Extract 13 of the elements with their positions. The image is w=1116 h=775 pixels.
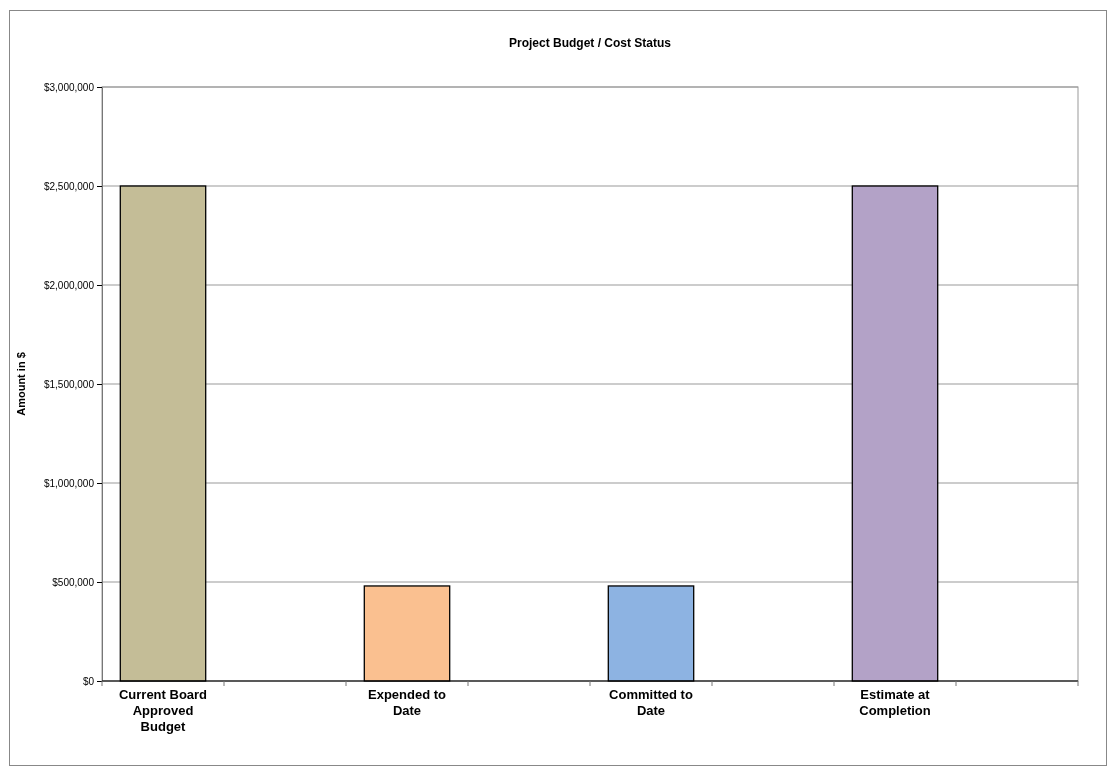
x-tick-label: Estimate at Completion [859, 687, 931, 718]
x-tick-label: Expended to Date [367, 687, 447, 718]
y-tick-label: $1,000,000 [43, 477, 95, 489]
y-tick-label: $1,500,000 [43, 378, 95, 390]
chart-title: Project Budget / Cost Status [508, 36, 672, 50]
y-axis-title: Amount in $ [15, 352, 27, 416]
y-tick-label: $0 [82, 675, 95, 687]
x-tick-label: Current Board Approved Budget [118, 687, 208, 734]
y-tick-label: $2,000,000 [43, 279, 95, 291]
y-tick-label: $2,500,000 [43, 180, 95, 192]
x-tick-label: Committed to Date [609, 687, 693, 718]
y-tick-label: $500,000 [52, 576, 95, 588]
y-tick-label: $3,000,000 [43, 81, 95, 93]
